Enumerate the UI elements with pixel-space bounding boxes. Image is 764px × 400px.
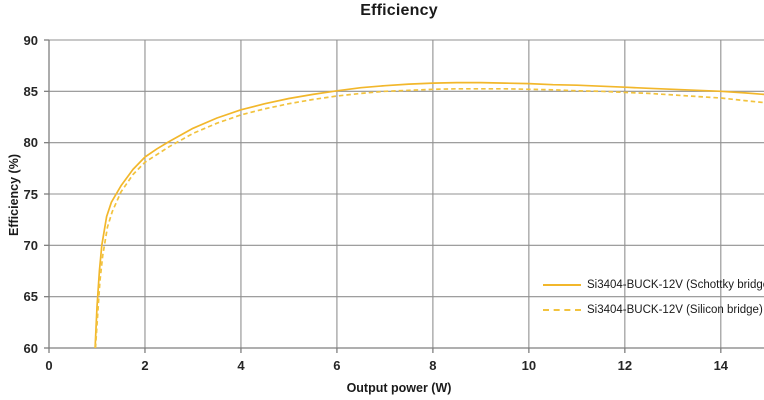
x-tick-label: 4 xyxy=(237,358,245,373)
y-tick-label: 80 xyxy=(23,135,38,151)
x-tick-label: 10 xyxy=(521,358,537,373)
legend: Si3404-BUCK-12V (Schottky bridge) Si3404… xyxy=(543,272,764,322)
legend-label-schottky: Si3404-BUCK-12V (Schottky bridge) xyxy=(587,278,764,291)
y-tick-label: 60 xyxy=(23,340,38,356)
y-tick-label: 90 xyxy=(23,32,38,48)
x-axis-title: Output power (W) xyxy=(346,381,452,395)
y-tick-label: 70 xyxy=(23,237,38,253)
legend-label-silicon: Si3404-BUCK-12V (Silicon bridge) xyxy=(587,303,763,316)
x-tick-label: 2 xyxy=(141,358,149,373)
x-tick-label: 6 xyxy=(333,358,341,373)
legend-item-schottky: Si3404-BUCK-12V (Schottky bridge) xyxy=(543,272,764,297)
chart-title: Efficiency xyxy=(360,2,438,19)
x-tick-label: 14 xyxy=(713,358,729,373)
y-tick-label: 85 xyxy=(23,83,38,99)
y-tick-label: 65 xyxy=(23,289,38,305)
y-tick-label: 75 xyxy=(23,186,38,202)
x-tick-label: 0 xyxy=(45,358,53,373)
legend-item-silicon: Si3404-BUCK-12V (Silicon bridge) xyxy=(543,297,764,322)
legend-line-dashed-icon xyxy=(543,308,581,311)
x-tick-label: 12 xyxy=(617,358,633,373)
x-tick-label: 8 xyxy=(429,358,437,373)
legend-line-solid-icon xyxy=(543,283,581,286)
